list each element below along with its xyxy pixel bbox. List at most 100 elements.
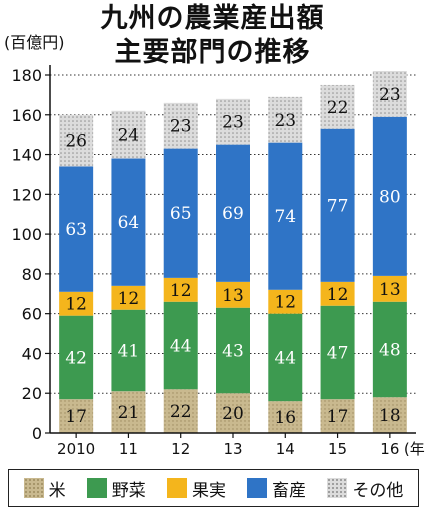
data-label-livestock: 77 (327, 196, 349, 216)
data-label-rice: 17 (65, 407, 87, 427)
title-line-1: 九州の農業産出額 (100, 3, 325, 34)
legend-swatch-livestock (247, 478, 268, 498)
bar-segment-fruit (111, 285, 146, 310)
bar-segment-vegetables (163, 301, 198, 390)
data-label-rice: 22 (170, 402, 192, 422)
bar-segment-rice (59, 399, 94, 433)
data-label-fruit: 12 (65, 295, 87, 315)
legend-item-vegetables: 野菜 (86, 476, 146, 501)
bar-segment-livestock (268, 142, 303, 290)
bar-segment-fruit (59, 291, 94, 316)
legend-label-other: その他 (352, 480, 404, 501)
data-label-other: 22 (327, 98, 349, 118)
y-unit-label: (百億円) (4, 33, 65, 52)
data-label-vegetables: 48 (379, 340, 401, 360)
legend-swatch-rice (23, 478, 44, 498)
data-label-vegetables: 47 (327, 343, 349, 363)
data-label-other: 24 (118, 126, 140, 146)
y-tick-label: 100 (11, 225, 42, 244)
bar-segment-other (163, 102, 198, 149)
bar-segment-vegetables (111, 309, 146, 392)
data-label-livestock: 80 (379, 187, 401, 207)
bar-segment-fruit (216, 281, 250, 308)
legend-item-other: その他 (327, 476, 403, 501)
legend-swatch-other (327, 478, 348, 498)
data-label-fruit: 12 (170, 281, 192, 301)
bar-segment-fruit (320, 281, 355, 306)
legend-item-rice: 米 (23, 476, 66, 501)
legend: 米 野菜 果実 畜産 その他 (8, 469, 419, 507)
chart-title: 九州の農業産出額 主要部門の推移 (0, 2, 425, 70)
bar-segment-rice (268, 401, 303, 433)
data-label-rice: 21 (118, 403, 140, 423)
data-label-rice: 20 (222, 404, 244, 424)
legend-label-vegetables: 野菜 (111, 480, 146, 501)
legend-swatch-fruit (166, 478, 187, 498)
data-label-fruit: 13 (379, 280, 401, 300)
data-label-other: 23 (222, 113, 244, 133)
bar-segment-vegetables (59, 315, 94, 400)
x-tick-label: 14 (276, 440, 295, 458)
title-line-2: 主要部門の推移 (114, 37, 311, 68)
data-label-other: 23 (170, 117, 192, 137)
bar-segment-vegetables (216, 307, 250, 394)
gridlines (50, 74, 416, 394)
bar-segment-vegetables (320, 305, 355, 400)
data-label-livestock: 74 (274, 207, 296, 227)
y-tick-label: 20 (22, 384, 42, 403)
bars: 17 42 12 63 26 21 41 12 64 24 22 44 12 65 23 20 43 13 69 23… (59, 71, 407, 433)
bar-segment-vegetables (268, 313, 303, 402)
x-tick-label: 15 (328, 440, 347, 458)
data-label-rice: 16 (274, 408, 296, 428)
data-label-rice: 18 (379, 406, 401, 426)
legend-label-livestock: 畜産 (272, 480, 307, 501)
x-tick-label: 13 (223, 440, 242, 458)
bar-segment-fruit (163, 277, 198, 302)
x-tick-label: 2010 (57, 440, 95, 458)
data-label-vegetables: 43 (222, 341, 244, 361)
data-label-fruit: 12 (274, 293, 296, 313)
bar-segment-other (372, 71, 407, 117)
x-tick-label: 12 (171, 440, 190, 458)
y-tick-label: 60 (22, 305, 42, 324)
data-label-livestock: 64 (118, 213, 140, 233)
bar-segment-vegetables (372, 301, 407, 398)
legend-label-fruit: 果実 (191, 480, 226, 501)
bar-segment-rice (163, 389, 198, 433)
data-label-fruit: 13 (222, 286, 244, 306)
bar-segment-other (59, 114, 94, 167)
stacked-bar-chart: 17 42 12 63 26 21 41 12 64 24 22 44 12 65 23 20 43 13 69 23… (4, 33, 425, 458)
bar-segment-fruit (372, 275, 407, 302)
data-label-livestock: 63 (65, 220, 87, 240)
bar-segment-rice (372, 397, 407, 433)
data-label-vegetables: 42 (65, 348, 87, 368)
bar-segment-livestock (111, 158, 146, 286)
bar-segment-other (320, 84, 355, 129)
bar-segment-rice (216, 393, 250, 433)
bar-segment-other (111, 110, 146, 159)
data-label-livestock: 69 (222, 204, 244, 224)
bar-segment-other (216, 98, 250, 145)
data-label-rice: 17 (327, 407, 349, 427)
x-unit-label: (年) (404, 440, 425, 458)
bar-segment-livestock (163, 148, 198, 278)
y-tick-label: 140 (11, 146, 42, 165)
y-tick-label: 120 (11, 185, 42, 204)
legend-swatch-vegetables (86, 478, 107, 498)
y-tick-label: 160 (11, 106, 42, 125)
y-tick-label: 40 (22, 344, 42, 363)
x-tick-label: 16 (380, 440, 399, 458)
y-tick-label: 80 (22, 265, 42, 284)
y-tick-label: 0 (32, 424, 42, 443)
legend-label-rice: 米 (48, 480, 66, 501)
legend-item-livestock: 畜産 (247, 476, 306, 501)
legend-item-fruit: 果実 (166, 476, 226, 501)
data-label-other: 23 (379, 85, 401, 105)
data-label-fruit: 12 (327, 285, 349, 305)
data-label-vegetables: 41 (118, 341, 140, 361)
data-label-vegetables: 44 (170, 336, 192, 356)
data-label-livestock: 65 (170, 204, 192, 224)
data-label-other: 23 (274, 111, 296, 131)
y-tick-label: 180 (11, 66, 42, 85)
